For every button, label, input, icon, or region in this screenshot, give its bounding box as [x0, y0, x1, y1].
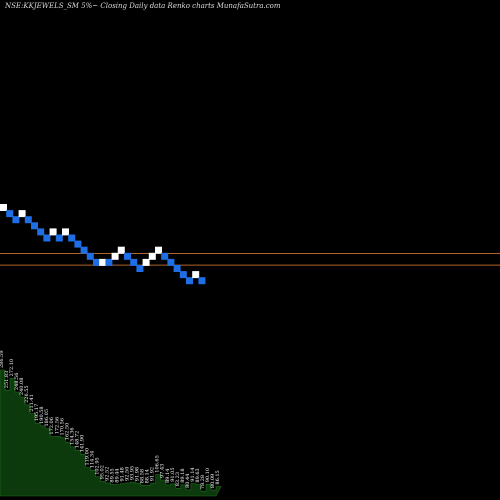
volume-label: 89.55 [110, 468, 116, 482]
volume-label: 172.56 [54, 417, 60, 435]
renko-brick-down [93, 258, 100, 266]
volume-label: 226.55 [24, 385, 30, 403]
volume-label: 88.58 [140, 469, 146, 483]
volume-label: 91.48 [120, 467, 126, 481]
volume-label: 88.14 [145, 469, 151, 483]
renko-brick-up [155, 246, 162, 254]
renko-brick-down [12, 216, 20, 224]
volume-label: 89.18 [180, 468, 186, 482]
volume-label: 91.05 [170, 467, 176, 481]
renko-brick-down [24, 216, 32, 224]
renko-brick-up [192, 271, 200, 279]
volume-label: 91.98 [135, 467, 141, 481]
volume-label: 190.58 [39, 406, 45, 424]
volume-label: 93.95 [130, 466, 136, 480]
volume-label: 95.02 [100, 465, 106, 479]
renko-brick-up [18, 210, 26, 218]
chart-title: NSE:KKJEWELS_SM 5%~ Closing Daily data R… [4, 2, 281, 10]
renko-brick-down [179, 271, 187, 279]
volume-label: 154.36 [69, 427, 75, 445]
volume-label: 86.15 [215, 470, 221, 484]
renko-bricks [0, 204, 206, 285]
volume-label: 106.65 [155, 455, 161, 473]
renko-brick-up [111, 252, 119, 260]
renko-brick-down [198, 277, 206, 285]
volume-label: 89.44 [115, 468, 121, 482]
volume-label: 89.14 [165, 469, 171, 483]
renko-brick-up [49, 228, 57, 236]
volume-label: 162.50 [64, 423, 70, 441]
renko-brick-up [62, 228, 69, 236]
volume-label: 251.83 [4, 371, 10, 389]
renko-brick-down [55, 234, 63, 242]
volume-label: 286.59 [0, 351, 5, 369]
renko-brick-down [124, 252, 131, 260]
volume-area-path [0, 369, 222, 497]
renko-brick-down [173, 265, 181, 272]
volume-label: 195.17 [34, 404, 40, 422]
volume-label: 170.56 [59, 418, 65, 436]
volume-label: 272.10 [9, 359, 15, 377]
renko-brick-down [167, 258, 175, 266]
volume-label: 211.41 [29, 394, 35, 412]
volume-label: 92.52 [105, 467, 111, 481]
renko-brick-down [130, 258, 138, 266]
volume-label: 80.44 [185, 474, 191, 488]
volume-label: 80.09 [210, 474, 216, 488]
volume-label: 240.08 [19, 378, 25, 396]
renko-brick-down [136, 265, 144, 272]
renko-brick-up [142, 258, 150, 266]
renko-brick-down [31, 222, 38, 230]
volume-label: 148.72 [74, 431, 80, 449]
renko-brick-down [37, 228, 45, 236]
renko-brick-up [148, 252, 156, 260]
renko-brick-down [161, 252, 169, 260]
renko-brick-down [105, 258, 113, 266]
volume-label: 92.50 [125, 467, 131, 481]
volume-label: 119.00 [84, 448, 90, 466]
volume-label: 78.28 [200, 475, 206, 489]
renko-brick-down [43, 234, 51, 242]
renko-brick-down [74, 240, 82, 248]
volume-label: 89.63 [195, 468, 201, 482]
volume-label: 83.23 [175, 472, 181, 486]
volume-label: 90.10 [205, 468, 211, 482]
renko-brick-up [117, 246, 125, 254]
renko-brick-up [99, 258, 107, 266]
renko-brick-down [68, 234, 76, 242]
renko-brick-up [0, 204, 7, 211]
volume-label: 248.56 [14, 373, 20, 391]
volume-label: 186.05 [44, 409, 50, 427]
renko-brick-down [80, 246, 88, 254]
volume-label: 141.90 [79, 435, 85, 453]
renko-brick-down [6, 210, 14, 218]
volume-label: 172.06 [49, 417, 55, 435]
volume-label: 97.43 [160, 464, 166, 478]
volume-label: 102.95 [94, 457, 100, 475]
renko-brick-down [86, 252, 94, 260]
volume-label: 91.14 [190, 467, 196, 481]
volume-label: 91.92 [150, 467, 156, 481]
volume-label: 114.34 [89, 451, 95, 469]
renko-brick-down [186, 277, 193, 285]
volume-area [0, 369, 222, 497]
